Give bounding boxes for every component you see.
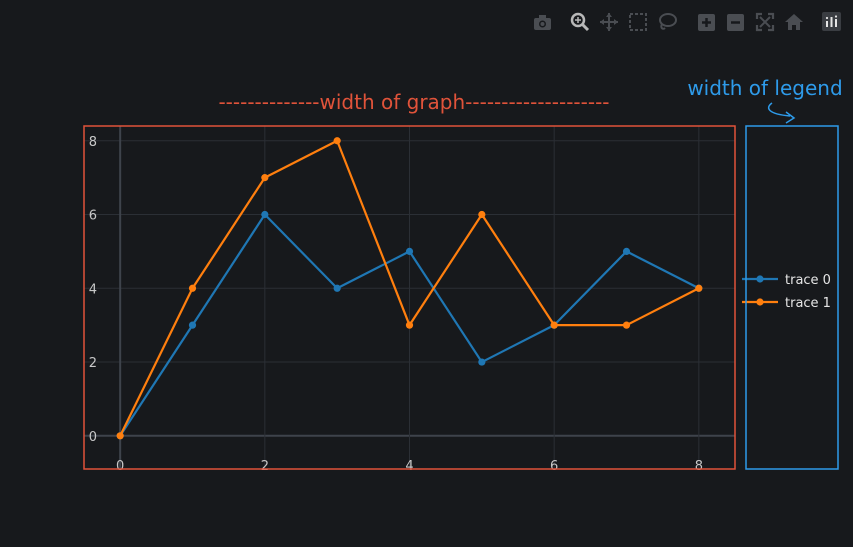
y-tick-label: 6 (89, 209, 97, 224)
data-point (116, 432, 124, 440)
data-point (622, 321, 631, 329)
graph-width-annotation: --------------width of graph------------… (218, 90, 609, 114)
data-point (405, 321, 414, 329)
x-tick-label: 6 (550, 459, 558, 474)
data-point (478, 358, 486, 366)
legend-swatch-marker (756, 275, 764, 283)
plotly-logo-icon[interactable] (822, 12, 841, 31)
data-point (261, 174, 269, 182)
x-tick-label: 8 (695, 459, 703, 474)
x-tick-label: 0 (116, 459, 124, 474)
y-tick-label: 0 (89, 430, 97, 445)
y-tick-label: 2 (89, 356, 97, 371)
tick-labels: 0 2 4 6 8 0 2 4 6 8 (89, 135, 703, 474)
autoscale-icon[interactable] (755, 12, 775, 32)
legend-width-annotation: width of legend (687, 76, 842, 100)
data-point (695, 284, 703, 292)
data-point (333, 284, 341, 292)
legend-swatch-marker (756, 298, 764, 306)
camera-icon[interactable] (534, 15, 551, 30)
data-point (405, 247, 414, 255)
series-layer[interactable] (116, 137, 703, 440)
legend-item-label: trace 1 (785, 296, 831, 311)
lasso-select-icon[interactable] (659, 13, 677, 30)
data-point (622, 247, 631, 255)
x-tick-label: 4 (405, 459, 413, 474)
modebar (534, 12, 841, 32)
y-tick-label: 8 (89, 135, 97, 150)
pan-icon[interactable] (600, 13, 618, 31)
data-point (261, 210, 269, 219)
zoom-out-icon[interactable] (727, 14, 744, 31)
zoom-in-icon[interactable] (698, 14, 715, 31)
x-tick-label: 2 (261, 459, 269, 474)
home-icon[interactable] (785, 14, 803, 30)
arrow-icon (768, 102, 796, 124)
y-tick-label: 4 (89, 282, 97, 297)
box-select-icon[interactable] (629, 13, 647, 31)
zoom-icon[interactable] (570, 12, 590, 32)
data-point (188, 321, 197, 329)
data-point (333, 137, 341, 145)
data-point (478, 210, 486, 219)
data-point (188, 284, 197, 292)
legend-width-box (745, 125, 839, 470)
legend[interactable]: trace 0 trace 1 (742, 273, 831, 311)
data-point (550, 321, 558, 329)
legend-item-label: trace 0 (785, 273, 831, 288)
graph-width-box (83, 125, 736, 470)
